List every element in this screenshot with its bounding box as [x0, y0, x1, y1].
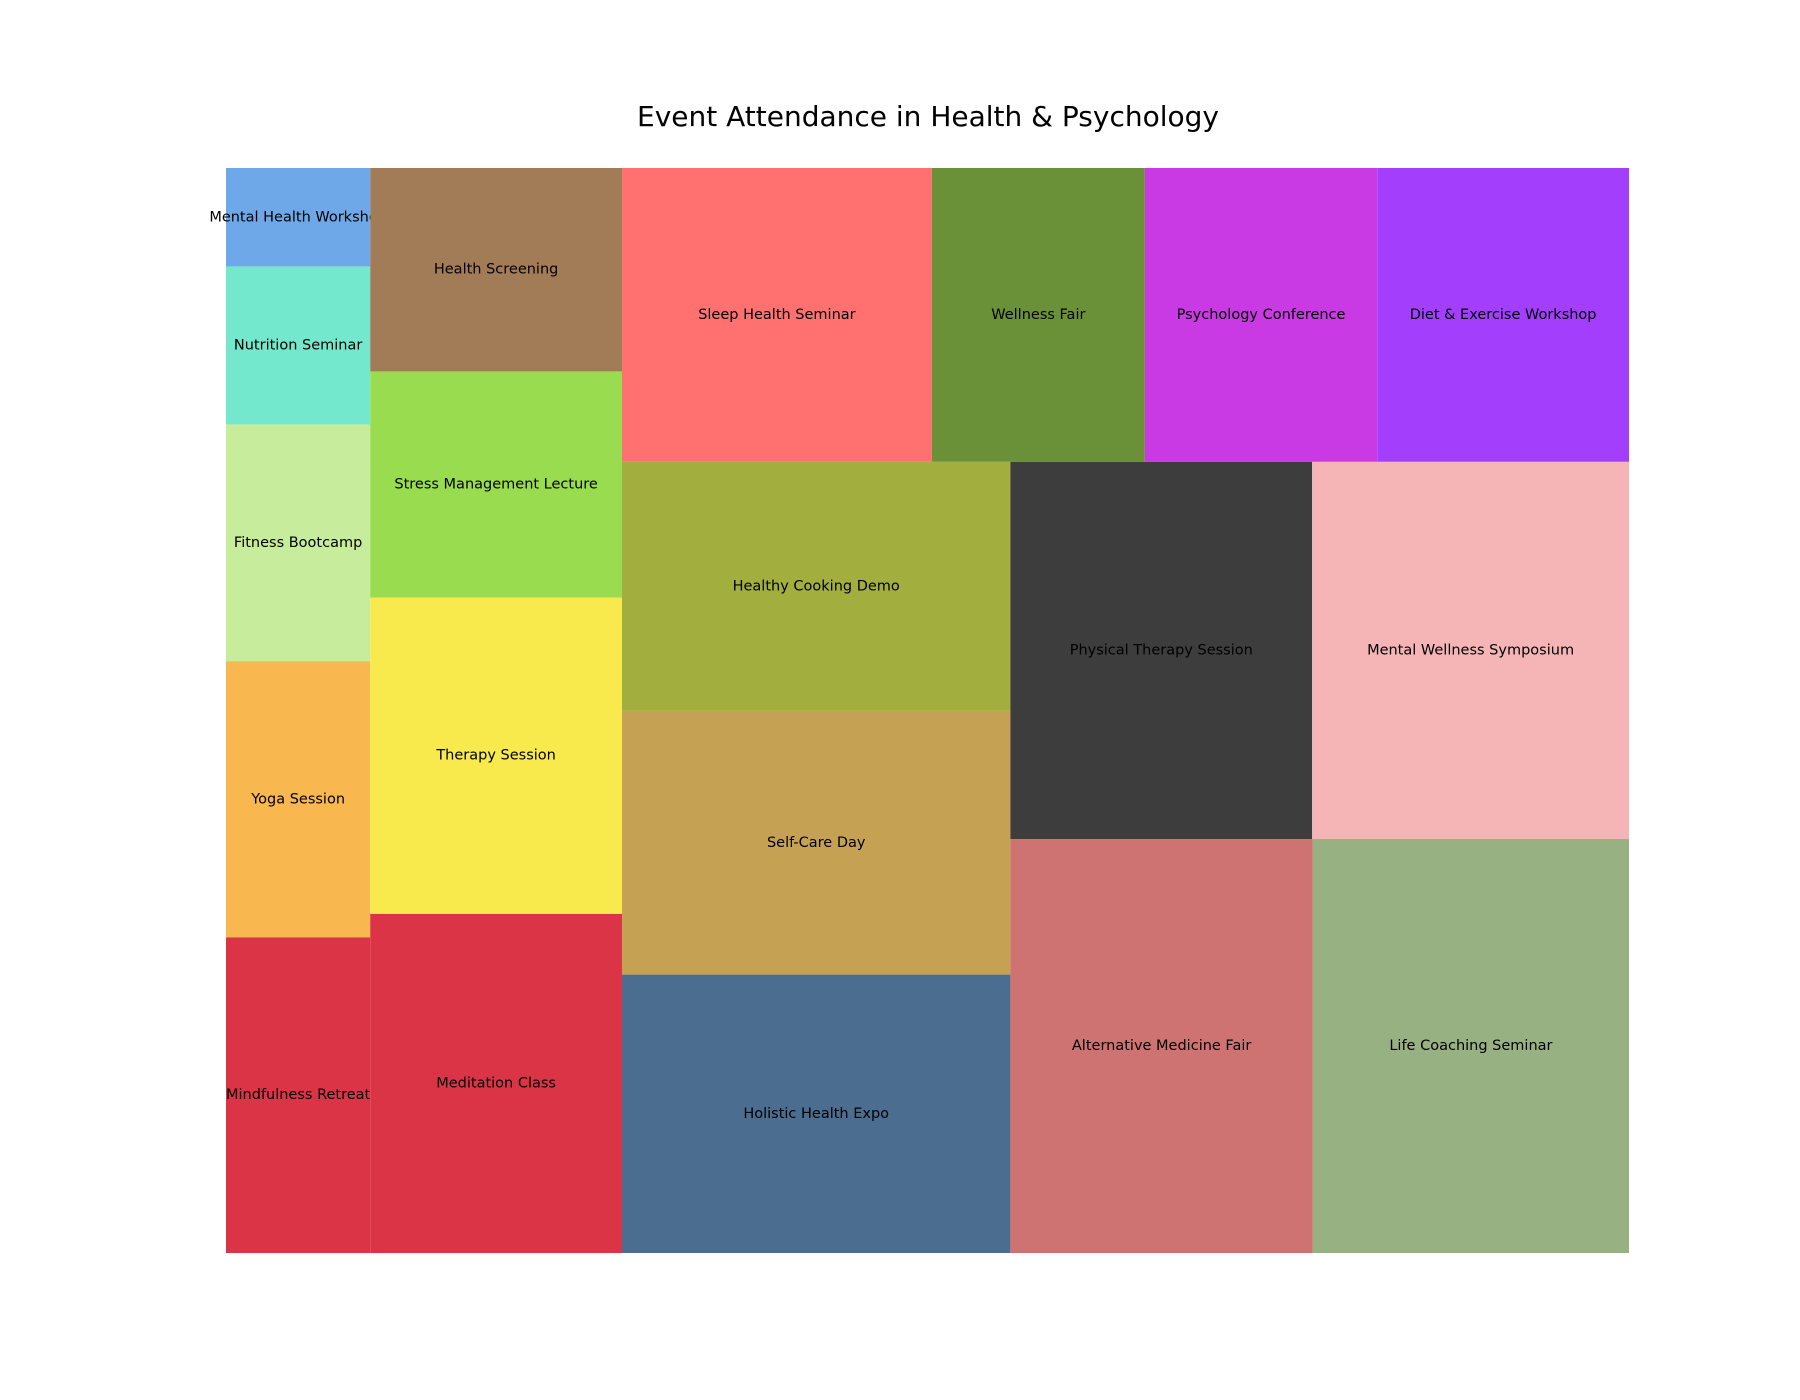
tile-label-mental-wellness-symposium: Mental Wellness Symposium — [1367, 642, 1574, 658]
tile-label-wellness-fair: Wellness Fair — [991, 307, 1085, 323]
tile-stress-management-lecture — [370, 371, 622, 598]
tile-label-mental-health-workshop: Mental Health Workshop — [209, 209, 387, 225]
tile-fitness-bootcamp — [226, 424, 371, 662]
tile-psychology-conference — [1144, 168, 1378, 462]
tile-diet-and-exercise-workshop — [1377, 168, 1629, 462]
tile-label-holistic-health-expo: Holistic Health Expo — [743, 1106, 889, 1122]
tile-self-care-day — [621, 710, 1011, 975]
tile-label-yoga-session: Yoga Session — [250, 791, 345, 807]
tile-label-mindfulness-retreat: Mindfulness Retreat — [226, 1087, 371, 1103]
tile-label-self-care-day: Self-Care Day — [767, 835, 866, 851]
tile-yoga-session — [226, 661, 371, 938]
tile-holistic-health-expo — [621, 974, 1011, 1253]
tile-label-therapy-session: Therapy Session — [435, 748, 556, 764]
tile-wellness-fair — [931, 168, 1145, 462]
tile-label-alternative-medicine-fair: Alternative Medicine Fair — [1072, 1038, 1251, 1054]
tile-alternative-medicine-fair — [1010, 839, 1313, 1253]
tile-health-screening — [370, 168, 622, 372]
tile-life-coaching-seminar — [1312, 839, 1629, 1253]
tile-label-healthy-cooking-demo: Healthy Cooking Demo — [733, 578, 900, 594]
tile-mindfulness-retreat — [226, 937, 371, 1253]
tile-label-life-coaching-seminar: Life Coaching Seminar — [1389, 1038, 1552, 1054]
tile-label-stress-management-lecture: Stress Management Lecture — [394, 476, 598, 492]
treemap-tiles: Mental Health Workshop Nutrition Seminar F… — [209, 168, 1629, 1253]
tile-label-physical-therapy-session: Physical Therapy Session — [1070, 642, 1253, 658]
tile-therapy-session — [370, 597, 622, 914]
tile-nutrition-seminar — [226, 266, 371, 425]
chart-title: Event Attendance in Health & Psychology — [637, 100, 1219, 133]
tile-mental-health-workshop — [226, 168, 371, 267]
tile-label-health-screening: Health Screening — [434, 262, 559, 278]
tile-mental-wellness-symposium — [1312, 461, 1629, 840]
tile-sleep-health-seminar — [621, 168, 932, 462]
tile-healthy-cooking-demo — [621, 461, 1011, 711]
tile-physical-therapy-session — [1010, 461, 1313, 840]
tile-label-psychology-conference: Psychology Conference — [1177, 307, 1346, 323]
tile-meditation-class — [370, 913, 622, 1253]
tile-label-nutrition-seminar: Nutrition Seminar — [234, 338, 362, 354]
tile-label-meditation-class: Meditation Class — [436, 1075, 556, 1091]
tile-label-fitness-bootcamp: Fitness Bootcamp — [234, 535, 362, 551]
tile-label-sleep-health-seminar: Sleep Health Seminar — [698, 307, 855, 323]
tile-label-diet-and-exercise-workshop: Diet & Exercise Workshop — [1410, 307, 1597, 323]
